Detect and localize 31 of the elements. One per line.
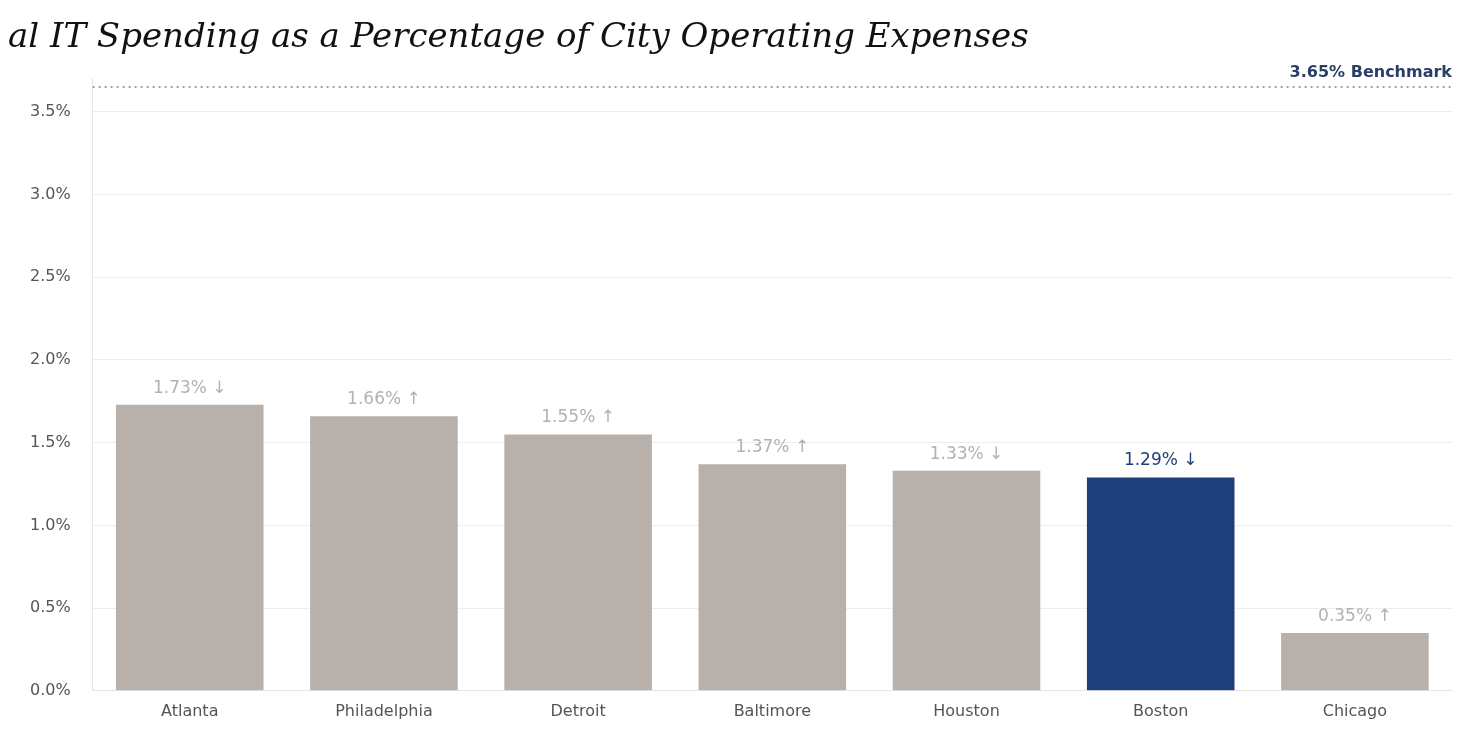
y-tick-label: 3.5%: [29, 101, 71, 121]
bar: [115, 404, 264, 691]
x-tick-label: Philadelphia: [335, 700, 433, 720]
x-tick-label: Chicago: [1322, 700, 1388, 720]
bar: [892, 470, 1041, 691]
bar: [1086, 477, 1235, 691]
data-label: 1.37% ↑: [735, 436, 810, 457]
x-tick-label: Boston: [1133, 700, 1189, 720]
chart-title: al IT Spending as a Percentage of City Operating Expenses: [8, 15, 1029, 56]
bar: [1281, 632, 1429, 691]
data-label: 1.73% ↓: [152, 376, 227, 397]
data-label: 1.29% ↓: [1123, 449, 1198, 470]
ref-line-label: 3.65% Benchmark: [1289, 62, 1453, 82]
bar: [698, 464, 847, 691]
y-tick-label: 1.0%: [29, 514, 71, 534]
data-label: 1.55% ↑: [541, 406, 615, 427]
bar: [504, 434, 652, 691]
y-tick-label: 2.5%: [29, 266, 71, 286]
data-label: 0.35% ↑: [1318, 604, 1392, 625]
y-tick-label: 3.0%: [29, 183, 71, 203]
y-tick-label: 0.0%: [29, 679, 71, 699]
y-tick-label: 2.0%: [29, 349, 71, 369]
bar: [310, 416, 458, 691]
x-tick-label: Houston: [933, 700, 1000, 720]
x-tick-label: Detroit: [550, 700, 606, 720]
y-tick-label: 1.5%: [29, 431, 71, 451]
x-tick-label: Baltimore: [733, 700, 812, 720]
data-label: 1.33% ↓: [929, 442, 1004, 463]
data-label: 1.66% ↑: [347, 388, 421, 409]
x-tick-label: Atlanta: [161, 700, 219, 720]
y-tick-label: 0.5%: [29, 597, 71, 617]
